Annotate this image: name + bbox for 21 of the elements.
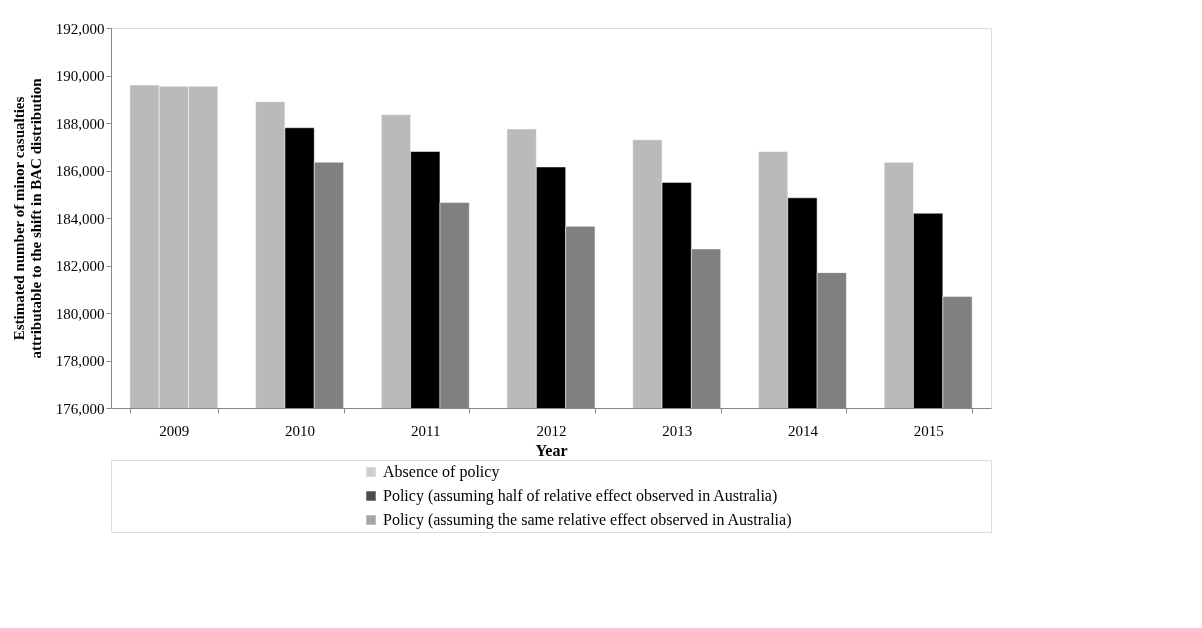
y-axis-title: Estimated number of minor casualties attributable to the shift in BAC distribution: [10, 77, 44, 359]
y-tick-label: 184,000: [55, 210, 105, 227]
x-tick-label: 2010: [285, 422, 316, 439]
x-tick-label: 2015: [913, 422, 944, 439]
legend-label: Policy (assuming half of relative effect observed in Australia): [383, 487, 778, 505]
y-tick-label: 188,000: [55, 115, 105, 132]
x-tick-label: 2014: [787, 422, 819, 439]
y-tick-label: 178,000: [55, 353, 105, 369]
legend-label: Policy (assuming the same relative effect observed in Australia): [383, 511, 792, 529]
x-axis-title: Year: [535, 441, 568, 459]
y-tick-label: 182,000: [55, 258, 105, 274]
x-tick-label: 2009: [159, 422, 190, 439]
x-tick-label: 2011: [411, 422, 441, 439]
y-tick-label: 176,000: [55, 400, 105, 417]
y-tick-label: 192,000: [55, 20, 105, 37]
legend-label: Absence of policy: [383, 463, 500, 481]
y-tick-label: 180,000: [55, 305, 105, 322]
y-tick-label: 186,000: [55, 163, 105, 179]
x-tick-label: 2012: [536, 422, 567, 439]
x-tick-label: 2013: [662, 422, 693, 439]
y-tick-label: 190,000: [55, 68, 105, 84]
